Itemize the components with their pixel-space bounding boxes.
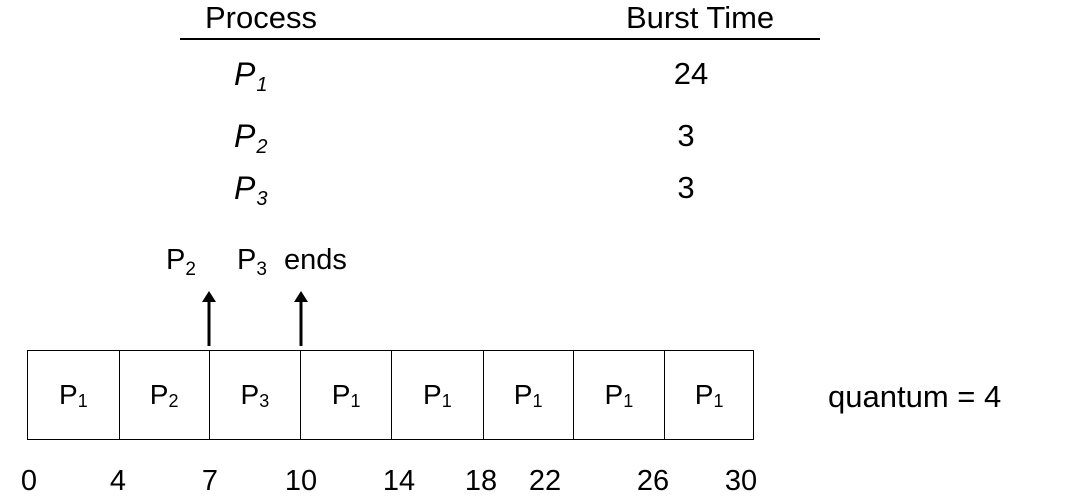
time-tick: 4 [109,465,127,497]
time-tick: 10 [284,465,318,497]
arrow-p3-end [294,291,308,346]
process-name-p1: P1 [234,56,268,96]
annotation-p2: P2 [166,244,196,280]
time-tick: 0 [20,465,38,497]
time-tick: 30 [724,465,758,497]
header-underline [180,38,820,40]
burst-time-p2: 3 [677,118,695,153]
burst-time-p1: 24 [673,56,709,91]
arrow-p2-end [202,291,216,346]
time-tick: 14 [382,465,416,497]
process-name-p3: P3 [234,170,268,210]
time-tick: 26 [636,465,670,497]
header-process: Process [205,0,317,35]
quantum-label: quantum = 4 [828,379,1002,414]
annotation-p3: P3 [237,244,267,280]
process-name-p2: P2 [234,118,268,158]
burst-time-p3: 3 [677,170,695,205]
annotation-ends: ends [284,244,347,276]
header-burst-time: Burst Time [626,0,775,35]
time-tick: 7 [201,465,219,497]
time-tick: 22 [528,465,562,497]
time-tick: 18 [464,465,498,497]
